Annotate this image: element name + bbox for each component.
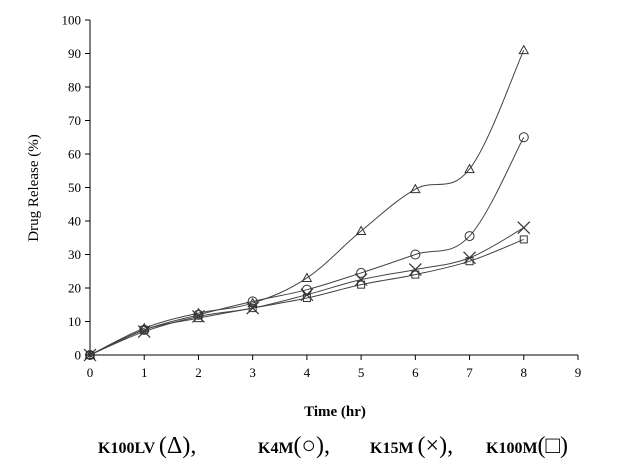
series-line [89,227,525,356]
x-axis-title: Time (hr) [304,404,366,420]
cross-marker [517,221,531,235]
legend-label: K100M [486,440,538,457]
chart: 0 10 20 30 40 50 60 70 80 90 100 0 1 2 3 4 5 6 7 8 9 Time (h… [26,13,582,421]
legend-item-k100m: K100M(□) [486,428,568,467]
y-tick-label: 10 [68,314,81,329]
square-marker [302,294,311,303]
circle-icon: (○), [293,433,331,459]
circle-marker [85,350,95,360]
legend-item-k15m: K15M (×), [370,428,453,467]
legend-item-k100lv: K100LV (Δ), [98,428,196,467]
square-marker [357,280,366,289]
x-tick-label: 5 [358,365,365,380]
triangle-marker [301,272,313,282]
square-marker [411,270,420,279]
x-tick-label: 3 [249,365,256,380]
axes: 0 10 20 30 40 50 60 70 80 90 100 0 1 2 3 4 5 6 7 8 9 [62,13,582,381]
series-k100lv [84,44,530,359]
series-line [89,137,525,356]
legend-label: K15M [370,440,414,457]
x-tick-label: 9 [575,365,582,380]
x-tick-label: 1 [141,365,148,380]
square-marker [465,257,474,266]
y-tick-label: 90 [68,46,81,61]
legend: K100LV (Δ), K4M(○), K15M (×), K100M(□) [0,428,639,468]
x-tick-label: 0 [87,365,94,380]
series-line [89,238,524,356]
series-line [89,49,525,356]
x-tick-label: 4 [304,365,311,380]
triangle-marker [464,163,475,174]
x-tick-label: 8 [521,365,528,380]
legend-label: K4M [258,440,294,457]
triangle-marker [518,44,530,55]
cross-stroke [517,221,531,235]
triangle-marker [355,225,367,236]
y-tick-label: 50 [68,180,81,195]
square-marker [86,351,94,359]
y-tick-label: 30 [68,247,81,262]
square-marker [140,325,149,334]
legend-label: K100LV [98,440,155,457]
y-tick-label: 0 [75,348,82,363]
triangle-marker [247,297,259,308]
square-marker [519,235,528,244]
circle-marker [193,309,204,320]
y-tick-label: 100 [62,13,82,28]
triangle-icon: (Δ), [158,433,197,459]
circle-marker [356,267,367,278]
circle-marker [247,296,258,307]
cross-icon: (×), [417,433,454,459]
circle-marker [518,132,529,143]
square-marker [194,314,203,323]
y-tick-label: 20 [68,281,81,296]
legend-item-k4m: K4M(○), [258,428,330,467]
series-k100m [86,235,528,359]
y-tick-label: 70 [68,113,81,128]
x-tick-label: 6 [412,365,419,380]
y-tick-label: 80 [68,80,81,95]
circle-marker [410,249,421,260]
y-tick-label: 60 [68,147,81,162]
x-tick-label: 7 [466,365,473,380]
triangle-marker [409,183,421,194]
circle-marker [464,231,475,242]
square-icon: (□) [537,433,569,459]
y-tick-label: 40 [68,214,81,229]
x-tick-label: 2 [195,365,202,380]
y-axis-title: Drug Release (%) [26,134,42,241]
square-marker [248,304,257,313]
series-layer [83,44,531,362]
